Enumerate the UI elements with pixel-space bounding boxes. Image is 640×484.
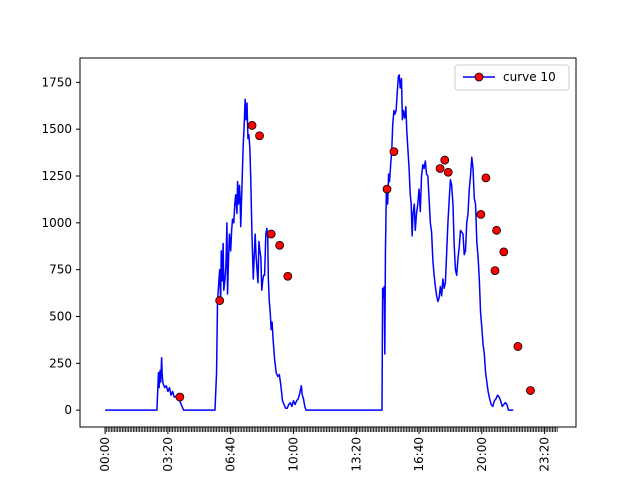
x-tick-label: 23:20 — [538, 437, 552, 472]
x-tick-label: 20:00 — [475, 437, 489, 472]
y-axis: 0 250 500 750 1000 1250 1500 1750 — [41, 75, 80, 417]
x-minor-tick-marks — [104, 427, 558, 432]
series-marker — [490, 266, 500, 276]
y-tick-label: 1000 — [41, 216, 72, 230]
series-marker — [435, 164, 445, 173]
y-tick-label: 0 — [64, 403, 72, 417]
series-marker — [255, 131, 264, 141]
plot-area — [80, 58, 576, 427]
x-tick-label: 10:00 — [286, 437, 300, 472]
series-layer — [105, 74, 535, 411]
y-tick-label: 1250 — [41, 169, 72, 183]
series-line — [105, 74, 514, 411]
y-tick-label: 500 — [49, 309, 72, 323]
x-tick-label: 16:40 — [412, 437, 426, 472]
series-marker — [275, 240, 285, 250]
series-marker — [175, 392, 185, 402]
y-tick-label: 1750 — [41, 75, 72, 89]
legend-box — [454, 64, 570, 91]
y-tick-label: 250 — [49, 356, 72, 370]
series-marker — [476, 209, 486, 219]
series-marker — [389, 147, 399, 157]
x-tick-label: 03:20 — [161, 437, 175, 472]
series-marker — [513, 342, 523, 351]
series-marker — [283, 271, 293, 281]
x-minor-ticks — [104, 427, 558, 432]
series-marker — [492, 225, 501, 235]
series-marker — [443, 167, 453, 177]
legend: curve 10 — [454, 64, 570, 91]
series-marker — [481, 173, 491, 183]
plot-frame — [79, 57, 577, 428]
y-tick-label: 750 — [49, 263, 72, 277]
legend-label: curve 10 — [503, 70, 556, 84]
x-tick-label: 00:00 — [98, 437, 112, 472]
x-tick-label: 13:20 — [349, 437, 363, 472]
series-marker — [247, 121, 257, 130]
series-marker — [266, 229, 276, 239]
series-marker — [215, 296, 225, 305]
y-tick-label: 1500 — [41, 122, 72, 136]
series-marker — [526, 386, 535, 395]
x-tick-label: 06:40 — [224, 437, 238, 472]
x-axis: 00:00 03:20 06:40 10:00 13:20 16:40 20:00 23:20 — [98, 427, 552, 472]
series-marker — [499, 247, 509, 257]
series-marker — [440, 155, 450, 165]
series-marker — [382, 184, 392, 194]
legend-marker-sample — [474, 72, 484, 82]
